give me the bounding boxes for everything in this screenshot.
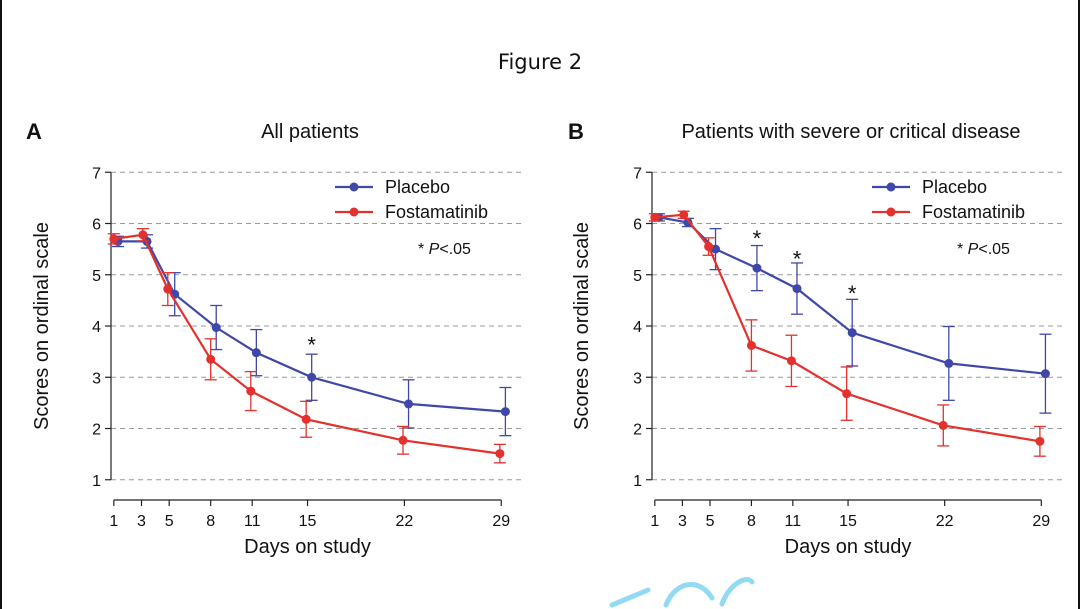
- panel-b: B Patients with severe or critical diseas…: [568, 119, 1062, 558]
- p-note-prefix: *: [957, 241, 968, 258]
- p-value-note: * P<.05: [957, 241, 1010, 258]
- x-tick-label: 3: [137, 513, 146, 530]
- p-note-threshold: <.05: [439, 241, 471, 258]
- panel-title: All patients: [261, 121, 359, 143]
- fostamatinib-point: [206, 354, 216, 364]
- fostamatinib-point: [786, 356, 796, 366]
- x-tick-label: 5: [165, 513, 174, 530]
- y-tick-label: 6: [92, 217, 101, 234]
- fostamatinib-point: [938, 420, 948, 430]
- fostamatinib-point: [138, 230, 148, 240]
- x-axis-label: Days on study: [244, 536, 371, 558]
- placebo-line: [118, 240, 506, 413]
- significance-star: *: [848, 281, 857, 306]
- panel-a: A All patients 1 2 3 4 5 6 7 1 3 5 8 11 15 22 29 Days on …: [26, 119, 522, 558]
- y-tick-label: 1: [92, 473, 101, 490]
- placebo-point: [711, 244, 721, 254]
- placebo-point: [792, 284, 802, 294]
- placebo-point: [500, 407, 510, 417]
- fostamatinib-point: [746, 340, 756, 350]
- placebo-point: [752, 263, 762, 273]
- placebo-point: [1040, 369, 1050, 379]
- legend-placebo-marker: [349, 182, 359, 192]
- x-tick-label: 15: [299, 513, 317, 530]
- x-tick-label: 22: [395, 513, 413, 530]
- p-note-threshold: <.05: [978, 241, 1010, 258]
- y-tick-label: 4: [92, 319, 101, 336]
- y-tick-label: 2: [92, 422, 101, 439]
- x-tick-label: 15: [839, 513, 857, 530]
- fostamatinib-point: [109, 234, 119, 244]
- image-border-right: [1078, 0, 1080, 609]
- legend-placebo-label: Placebo: [922, 177, 987, 197]
- legend-fostamatinib-label: Fostamatinib: [922, 202, 1025, 222]
- placebo-point: [211, 323, 221, 333]
- y-tick-label: 2: [633, 422, 642, 439]
- y-tick-label: 3: [92, 370, 101, 387]
- panel-letter: B: [568, 119, 584, 144]
- x-tick-label: 8: [747, 513, 756, 530]
- legend-placebo-marker: [886, 182, 896, 192]
- fostamatinib-point: [704, 242, 714, 252]
- fostamatinib-point: [495, 449, 505, 459]
- fostamatinib-point: [163, 284, 173, 294]
- x-tick-label: 1: [650, 513, 659, 530]
- p-note-variable: P: [429, 241, 440, 258]
- x-tick-label: 11: [785, 513, 802, 530]
- legend-fostamatinib-label: Fostamatinib: [385, 202, 488, 222]
- p-note-variable: P: [968, 241, 979, 258]
- y-tick-label: 7: [92, 165, 101, 182]
- fostamatinib-line: [654, 213, 1041, 443]
- fostamatinib-point: [842, 389, 852, 399]
- y-tick-label: 7: [633, 165, 642, 182]
- legend-fostamatinib-marker: [886, 207, 896, 217]
- significance-star: *: [307, 332, 316, 357]
- placebo-point: [847, 328, 857, 338]
- fostamatinib-point: [1035, 436, 1045, 446]
- fostamatinib-point: [679, 210, 689, 220]
- placebo-point: [251, 348, 261, 358]
- x-tick-label: 29: [492, 513, 510, 530]
- y-tick-label: 4: [633, 319, 642, 336]
- fostamatinib-point: [301, 414, 311, 424]
- y-tick-label: 1: [633, 473, 642, 490]
- y-axis-label: Scores on ordinal scale: [571, 222, 593, 430]
- x-axis-label: Days on study: [785, 536, 912, 558]
- fostamatinib-point: [398, 435, 408, 445]
- p-note-prefix: *: [418, 241, 429, 258]
- watermark-decoration: [609, 577, 755, 608]
- x-tick-label: 22: [936, 513, 954, 530]
- x-tick-label: 5: [706, 513, 715, 530]
- x-tick-label: 11: [244, 513, 261, 530]
- y-tick-label: 3: [633, 370, 642, 387]
- y-axis-label: Scores on ordinal scale: [31, 222, 53, 430]
- fostamatinib-point: [246, 386, 256, 396]
- p-value-note: * P<.05: [418, 241, 471, 258]
- panel-letter: A: [26, 119, 42, 144]
- figure-title: Figure 2: [497, 50, 583, 74]
- x-tick-label: 29: [1032, 513, 1050, 530]
- significance-star: *: [793, 246, 802, 271]
- placebo-point: [307, 372, 317, 382]
- placebo-point: [944, 358, 954, 368]
- legend-fostamatinib-marker: [349, 207, 359, 217]
- x-tick-label: 8: [206, 513, 215, 530]
- panel-title: Patients with severe or critical disease: [681, 121, 1020, 143]
- x-tick-label: 3: [678, 513, 687, 530]
- y-tick-label: 6: [633, 217, 642, 234]
- y-tick-label: 5: [92, 268, 101, 285]
- image-border-left: [0, 0, 2, 609]
- fostamatinib-line: [113, 233, 501, 455]
- legend-placebo-label: Placebo: [385, 177, 450, 197]
- fostamatinib-point: [650, 212, 660, 222]
- y-tick-label: 5: [633, 268, 642, 285]
- placebo-point: [404, 399, 414, 409]
- significance-star: *: [753, 226, 762, 251]
- x-tick-label: 1: [109, 513, 118, 530]
